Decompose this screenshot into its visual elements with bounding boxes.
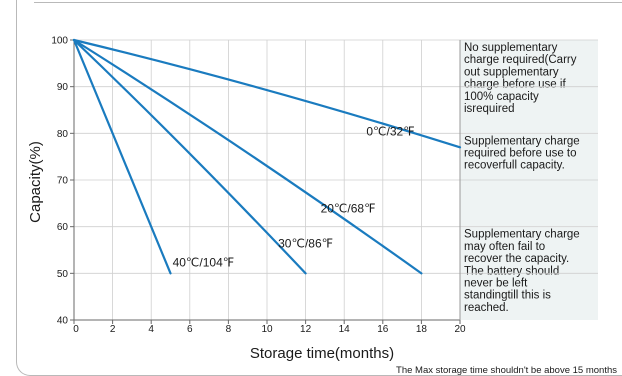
zone-note-line: never be left bbox=[464, 277, 528, 289]
y-tick-label: 80 bbox=[57, 129, 69, 140]
x-tick-label: 12 bbox=[300, 324, 312, 335]
zone-note-line: recoverfull capacity. bbox=[464, 160, 565, 172]
series-label: 30℃/86℉ bbox=[278, 237, 333, 251]
zone-note-line: reached. bbox=[464, 302, 509, 314]
x-tick-label: 16 bbox=[377, 324, 389, 335]
zone-note-line: may often fail to bbox=[464, 241, 545, 253]
axes-layer: 0 2 4 6 8 10 12 14 16 18 20 40 50 60 70 80 90 100 bbox=[51, 36, 466, 336]
y-tick-label: 50 bbox=[57, 269, 69, 280]
series-layer bbox=[72, 38, 462, 275]
footnote: The Max storage time shouldn't be above … bbox=[396, 365, 617, 376]
top-rule bbox=[34, 2, 622, 3]
x-tick-label: 0 bbox=[73, 324, 79, 335]
x-tick-label: 8 bbox=[226, 324, 232, 335]
zone-note-line: No supplementary bbox=[464, 42, 558, 54]
zone-note-line: standingtill this is bbox=[464, 290, 551, 302]
series-line bbox=[72, 38, 307, 275]
x-axis-title: Storage time(months) bbox=[250, 345, 394, 362]
x-tick-label: 14 bbox=[339, 324, 351, 335]
zone-note-line: charge required(Carry bbox=[464, 54, 577, 66]
series-line bbox=[72, 38, 423, 275]
x-tick-label: 10 bbox=[261, 324, 273, 335]
x-tick-label: 20 bbox=[454, 324, 466, 335]
zone-note-line: Supplementary charge bbox=[464, 135, 580, 147]
zone-note-line: isrequired bbox=[464, 103, 515, 115]
zone-note-line: Supplementary charge bbox=[464, 229, 580, 241]
series-label: 40℃/104℉ bbox=[173, 255, 235, 269]
y-tick-label: 60 bbox=[57, 222, 69, 233]
zone-note-line: out supplementary bbox=[464, 66, 559, 78]
series-line bbox=[72, 38, 462, 149]
zone-note-line: charge before use if bbox=[464, 79, 566, 91]
series-label: 20℃/68℉ bbox=[321, 202, 376, 216]
zone-note-line: required before use to bbox=[464, 148, 577, 160]
y-tick-label: 100 bbox=[51, 36, 68, 47]
zone-note-line: The battery should bbox=[464, 265, 559, 277]
y-tick-label: 90 bbox=[57, 82, 69, 93]
zone-note-line: 100% capacity bbox=[464, 91, 539, 103]
x-tick-label: 2 bbox=[110, 324, 116, 335]
y-tick-label: 40 bbox=[57, 316, 69, 327]
y-tick-label: 70 bbox=[57, 176, 69, 187]
zone-note-line: recover the capacity. bbox=[464, 253, 569, 265]
x-tick-label: 6 bbox=[187, 324, 193, 335]
y-axis-title: Capacity(%) bbox=[27, 141, 44, 223]
series-label: 0℃/32℉ bbox=[366, 125, 414, 139]
x-tick-label: 18 bbox=[416, 324, 428, 335]
labels-layer: 0℃/32℉ 20℃/68℉ 30℃/86℉ 40℃/104℉ bbox=[173, 125, 415, 270]
x-tick-label: 4 bbox=[148, 324, 154, 335]
series-line bbox=[72, 38, 172, 275]
